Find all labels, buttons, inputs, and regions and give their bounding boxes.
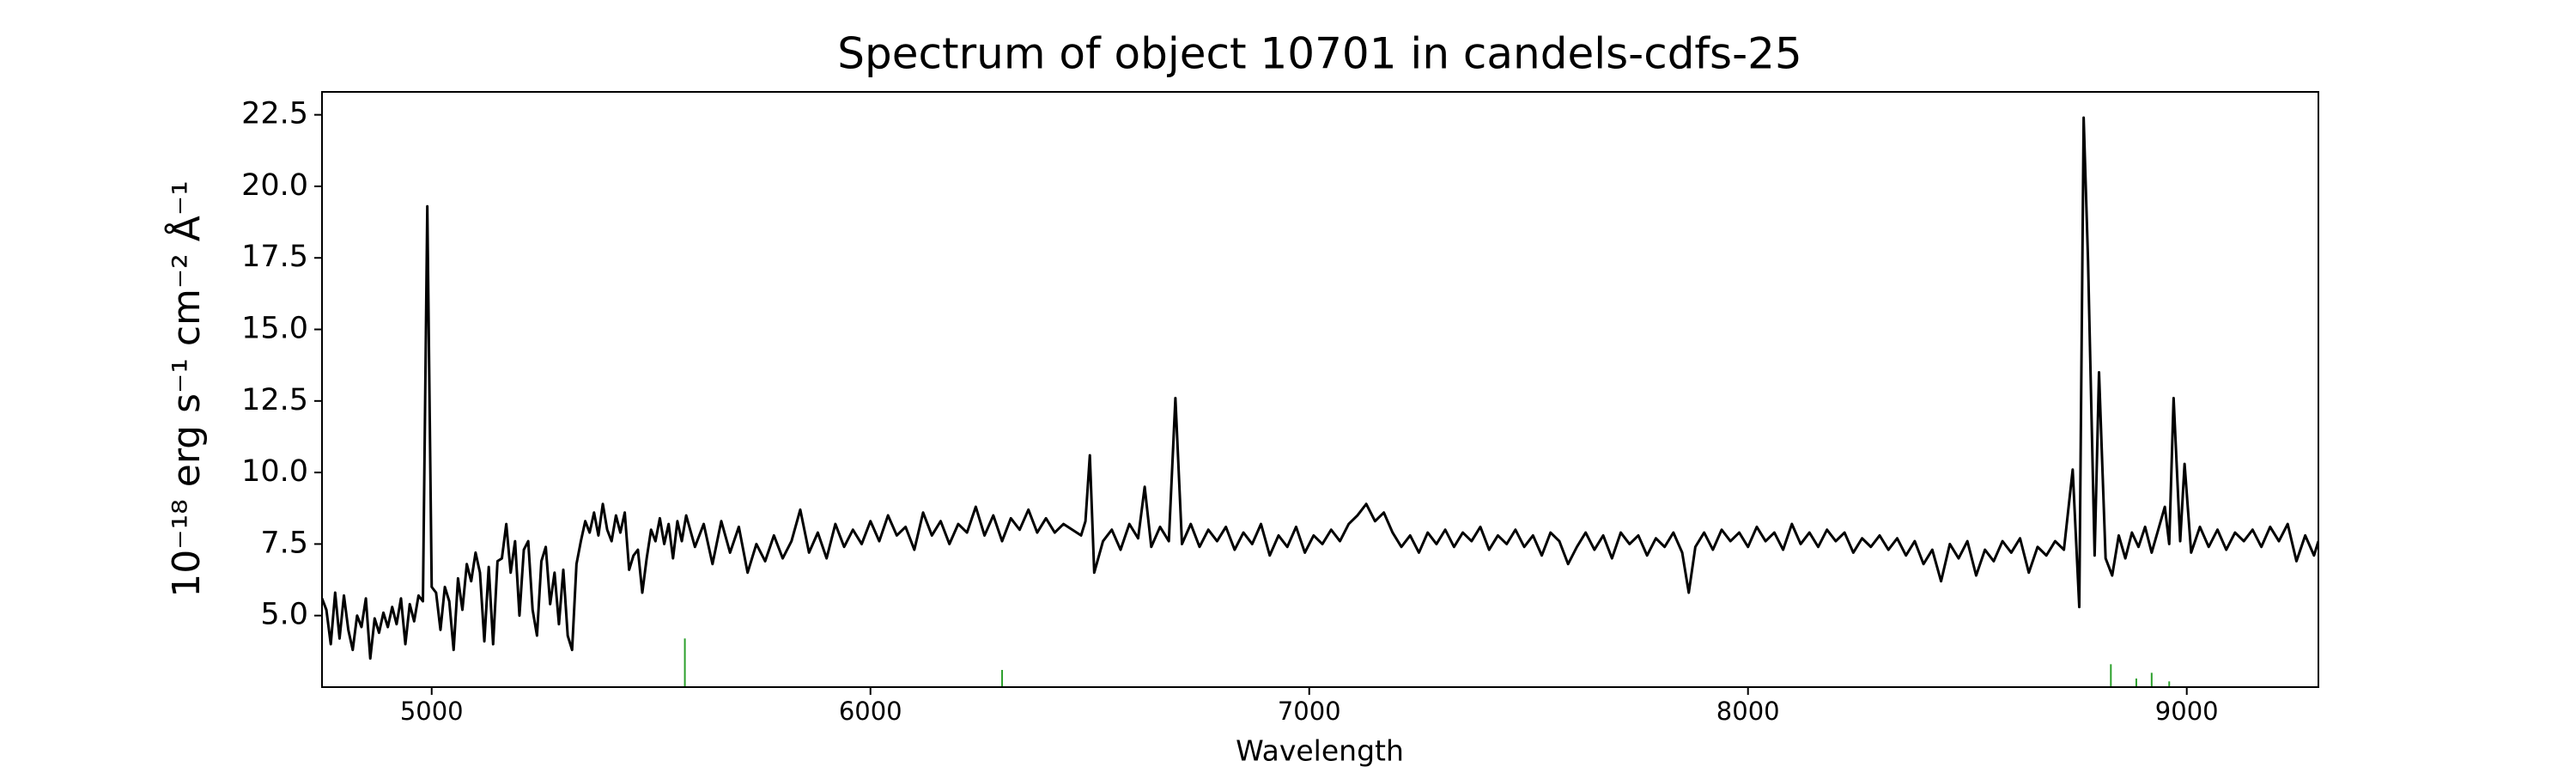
y-tick-label: 20.0 — [241, 168, 308, 203]
x-tick-label: 6000 — [839, 697, 902, 726]
y-tick-label: 22.5 — [241, 97, 308, 131]
plot-frame — [321, 91, 2319, 688]
chart-title: Spectrum of object 10701 in candels-cdfs… — [837, 29, 1802, 79]
x-tick-label: 9000 — [2155, 697, 2219, 726]
y-tick-label: 17.5 — [241, 240, 308, 274]
y-tick-label: 12.5 — [241, 383, 308, 417]
y-tick-label: 7.5 — [260, 526, 308, 560]
spectrum-line — [322, 116, 2318, 660]
y-tick-label: 5.0 — [260, 598, 308, 632]
y-tick-label: 15.0 — [241, 312, 308, 346]
x-tick-label: 8000 — [1716, 697, 1780, 726]
y-tick-label: 10.0 — [241, 454, 308, 489]
x-tick-label: 7000 — [1278, 697, 1341, 726]
x-tick-label: 5000 — [400, 697, 464, 726]
x-axis-label: Wavelength — [1236, 734, 1404, 768]
y-axis-label: 10⁻¹⁸ erg s⁻¹ cm⁻² Å⁻¹ — [163, 180, 209, 597]
